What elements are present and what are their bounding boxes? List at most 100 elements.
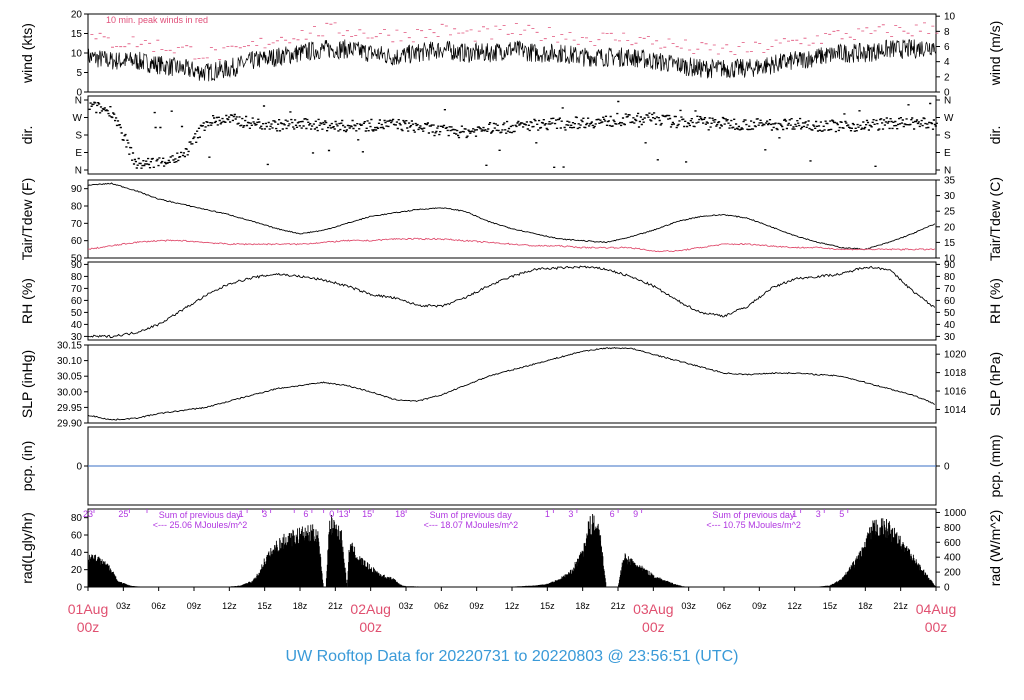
temp-ytick-label: 90: [71, 184, 83, 195]
dir-ytick-label: N: [75, 166, 82, 177]
wind-ytick-label: 0: [76, 88, 82, 99]
time-hour-label: 15z: [823, 601, 838, 611]
time-date-zone: 00z: [925, 619, 948, 635]
time-hour-label: 06z: [151, 601, 166, 611]
rad-cumulative-label: 6: [303, 509, 308, 519]
time-date-label: 01Aug: [68, 601, 108, 617]
rad-ytick-label: 0: [76, 583, 82, 594]
rad-ytick-label: 40: [71, 548, 83, 559]
slp-line: [87, 346, 935, 421]
rh-right-tick-label: 70: [944, 284, 956, 295]
rad-right-tick-label: 1000: [944, 508, 967, 519]
rh-right-tick-label: 30: [944, 332, 956, 343]
dir-ylabel: dir.: [19, 126, 35, 145]
slp-ytick-label: 30.10: [57, 356, 82, 367]
rad-cumulative-label: 13: [339, 509, 349, 519]
time-hour-label: 12z: [787, 601, 802, 611]
footer-title: UW Rooftop Data for 20220731 to 20220803…: [285, 648, 739, 665]
rh-right-tick-label: 80: [944, 272, 956, 283]
time-date-label: 04Aug: [916, 601, 956, 617]
rad-cumulative-label: 25: [118, 509, 128, 519]
rad-ylabel: rad(Lgly/hr): [19, 512, 35, 584]
time-date-label: 02Aug: [350, 601, 390, 617]
time-hour-label: 12z: [505, 601, 520, 611]
rh-ytick-label: 60: [71, 296, 83, 307]
slp-right-tick-label: 1016: [944, 387, 967, 398]
time-hour-label: 18z: [575, 601, 590, 611]
wind-ytick-label: 10: [71, 49, 83, 60]
slp-ylabel-right: SLP (hPa): [987, 352, 1003, 416]
rad-cumulative-label: 6: [610, 509, 615, 519]
rad-cumulative-label: 1: [792, 509, 797, 519]
slp-right-tick-label: 1014: [944, 405, 967, 416]
rh-right-tick-label: 40: [944, 320, 956, 331]
rh-ytick-label: 70: [71, 284, 83, 295]
rad-daily-sum-value: <--- 18.07 MJoules/m^2: [424, 520, 519, 530]
rh-ytick-label: 90: [71, 260, 83, 271]
wind-right-tick-label: 0: [944, 88, 950, 99]
rad-cumulative-label: 1: [545, 509, 550, 519]
time-hour-label: 09z: [469, 601, 484, 611]
slp-ytick-label: 30.05: [57, 372, 82, 383]
time-hour-label: 06z: [717, 601, 732, 611]
wind-ytick-label: 5: [76, 68, 82, 79]
rad-ytick-label: 60: [71, 531, 83, 542]
rad-cumulative-label: 5: [839, 509, 844, 519]
dir-ytick-label: W: [73, 113, 83, 124]
rad-right-tick-label: 0: [944, 583, 950, 594]
dir-right-tick-label: S: [944, 131, 951, 142]
rad-right-tick-label: 600: [944, 538, 961, 549]
temp-air-line: [87, 182, 936, 251]
time-hour-label: 21z: [611, 601, 626, 611]
rad-ytick-label: 80: [71, 513, 83, 524]
slp-ytick-label: 29.95: [57, 403, 82, 414]
rh-ylabel: RH (%): [19, 278, 35, 324]
wind-ylabel-right: wind (m/s): [987, 21, 1003, 87]
temp-right-tick-label: 15: [944, 238, 956, 249]
time-hour-label: 12z: [222, 601, 237, 611]
rh-line: [87, 265, 936, 339]
time-hour-label: 18z: [293, 601, 308, 611]
time-hour-label: 15z: [257, 601, 272, 611]
temp-ytick-label: 80: [71, 202, 83, 213]
temp-ytick-label: 50: [71, 254, 83, 265]
slp-right-tick-label: 1018: [944, 368, 967, 379]
rad-cumulative-label: 3: [262, 509, 267, 519]
temp-frame: [87, 179, 937, 259]
time-hour-label: 18z: [858, 601, 873, 611]
rh-ytick-label: 40: [71, 320, 83, 331]
time-date-zone: 00z: [642, 619, 665, 635]
wind-peak-dashes: [90, 22, 939, 60]
rh-right-tick-label: 90: [944, 260, 956, 271]
wind-speed-line: [87, 39, 937, 82]
wind-right-tick-label: 10: [944, 12, 956, 23]
time-hour-label: 21z: [893, 601, 908, 611]
temp-right-tick-label: 25: [944, 207, 956, 218]
rad-daily-sum-label: Sum of previous day: [430, 510, 513, 520]
pcp-ylabel: pcp. (in): [19, 441, 35, 492]
dir-ytick-label: N: [75, 96, 82, 107]
rad-daily-sum-value: <--- 25.06 MJoules/m^2: [153, 520, 248, 530]
pcp-ylabel-right: pcp. (mm): [987, 435, 1003, 498]
rad-daily-sum-label: Sum of previous day: [159, 510, 242, 520]
temp-ytick-label: 70: [71, 219, 83, 230]
time-hour-label: 03z: [399, 601, 414, 611]
dir-right-tick-label: N: [944, 96, 951, 107]
rad-ytick-label: 20: [71, 565, 83, 576]
temp-right-tick-label: 20: [944, 222, 956, 233]
rh-ytick-label: 30: [71, 332, 83, 343]
pcp-right-tick-label: 0: [944, 462, 950, 473]
wind-peak-annotation: 10 min. peak winds in red: [106, 15, 208, 25]
time-hour-label: 15z: [540, 601, 555, 611]
slp-ytick-label: 30.00: [57, 387, 82, 398]
rh-ylabel-right: RH (%): [987, 278, 1003, 324]
wind-right-tick-label: 8: [944, 27, 950, 38]
temp-right-tick-label: 35: [944, 176, 956, 187]
wind-ytick-label: 20: [71, 10, 83, 21]
temp-ytick-label: 60: [71, 236, 83, 247]
rad-cumulative-label: 3: [816, 509, 821, 519]
dir-right-tick-label: N: [944, 166, 951, 177]
rad-bars: [87, 514, 936, 587]
wind-right-tick-label: 2: [944, 72, 950, 83]
time-date-label: 03Aug: [633, 601, 673, 617]
